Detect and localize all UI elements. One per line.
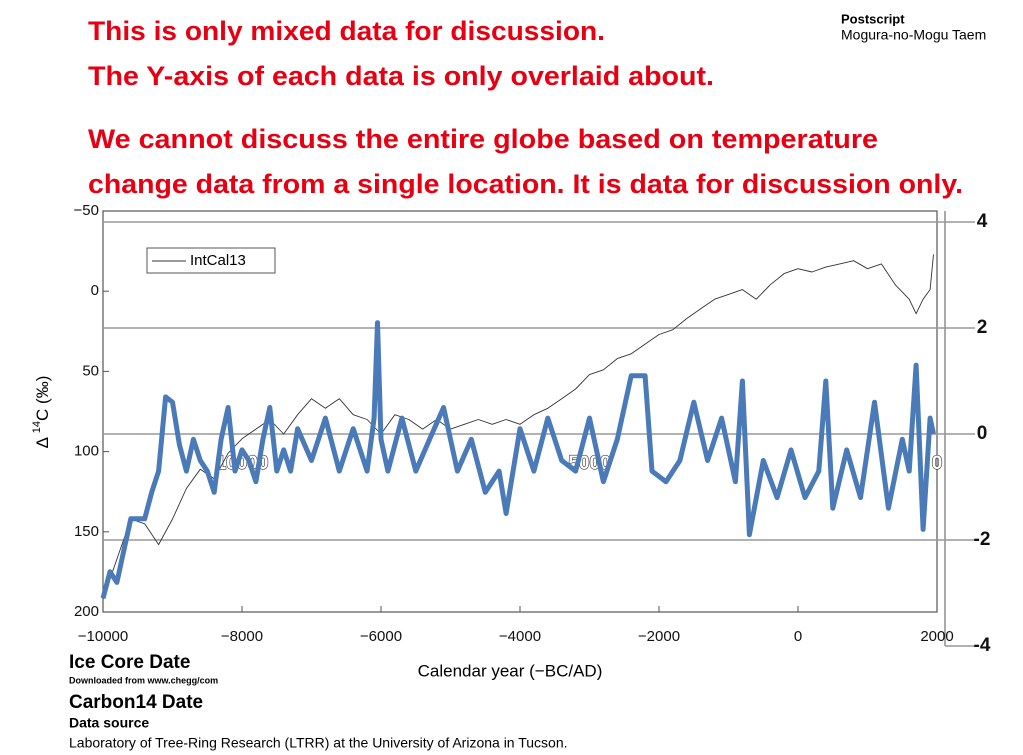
y2-tick-label: 0 (977, 423, 988, 444)
note: Laboratory of Tree-Ring Research (LTRR) … (69, 735, 568, 751)
postscript-title: Postscript (841, 11, 905, 26)
y-label-text: Δ 14C (‰) (31, 376, 53, 449)
headline: The Y-axis of each data is only overlaid… (88, 61, 714, 91)
postscript-author: Mogura-no-Mogu Taem (841, 27, 986, 43)
y2-tick-label: -2 (974, 529, 991, 550)
note: Ice Core Date (69, 652, 190, 673)
series-line (102, 254, 934, 600)
note: Downloaded from www.chegg/com (69, 675, 218, 685)
y2-tick-label: 2 (977, 317, 988, 338)
x-axis-label: Calendar year (−BC/AD) (418, 661, 603, 680)
y2-tick-label: 4 (977, 211, 988, 232)
note: Data source (69, 715, 149, 731)
headline: change data from a single location. It i… (88, 169, 963, 199)
headline: This is only mixed data for discussion. (88, 16, 605, 46)
x-tick-label: −2000 (638, 628, 680, 645)
y-tick-label: 0 (91, 282, 99, 299)
y-tick-label: 150 (74, 523, 99, 540)
x-tick-label: 0 (794, 628, 802, 645)
y2-tick-label: -4 (974, 635, 991, 656)
x-tick-label: −8000 (221, 628, 263, 645)
note: Carbon14 Date (69, 692, 203, 713)
y-tick-label: 200 (74, 603, 99, 620)
y-label-sup: 14 (31, 421, 43, 433)
headline: We cannot discuss the entire globe based… (88, 124, 878, 154)
y-axis-label: Δ 14C (‰) (31, 376, 53, 449)
y-tick-label: −50 (74, 202, 99, 219)
series-line (100, 320, 936, 599)
legend-label: IntCal13 (190, 252, 246, 269)
y-tick-label: 100 (74, 443, 99, 460)
x-tick-label: 2000 (920, 628, 953, 645)
y-label-unit: C (‰) (33, 376, 52, 421)
x-tick-label: −6000 (360, 628, 402, 645)
x-tick-label: −10000 (78, 628, 128, 645)
y-tick-label: 50 (82, 362, 99, 379)
x2-tick-label: 0 (932, 453, 943, 474)
y-label-symbol: Δ (33, 437, 52, 448)
x-tick-label: −4000 (499, 628, 541, 645)
